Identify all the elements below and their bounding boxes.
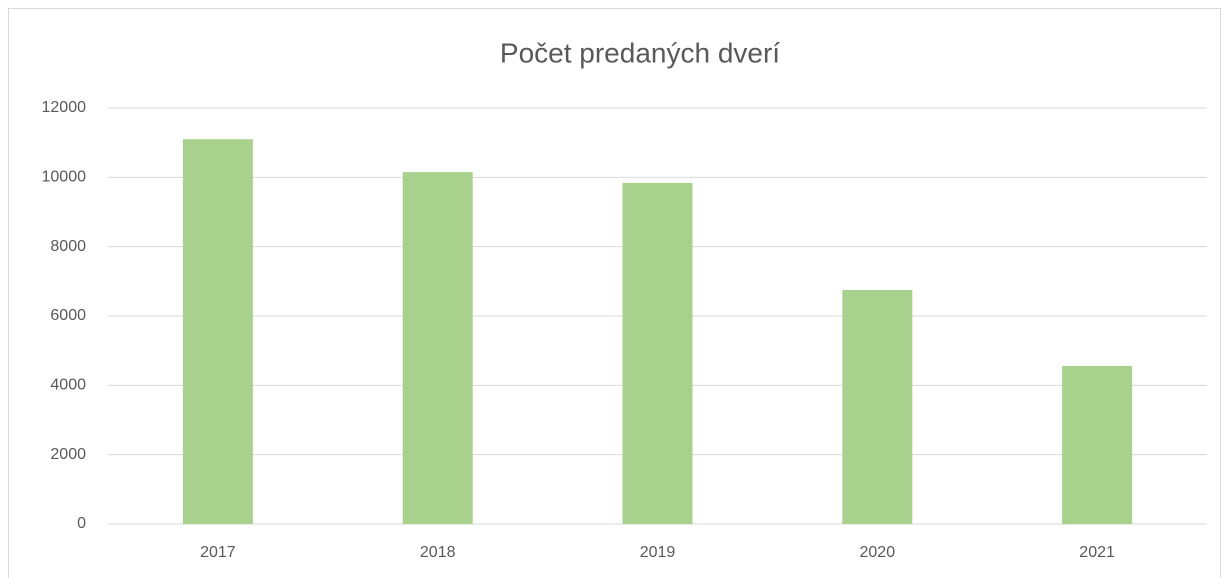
y-tick-label: 4000	[50, 377, 86, 394]
bar	[622, 182, 693, 524]
bar	[1062, 365, 1133, 524]
x-tick-label: 2017	[200, 544, 236, 561]
y-tick-label: 6000	[50, 307, 86, 324]
bar	[842, 290, 913, 524]
chart-title: Počet predaných dverí	[500, 37, 780, 68]
x-tick-label: 2018	[420, 544, 456, 561]
x-tick-label: 2020	[860, 544, 896, 561]
bar	[402, 172, 473, 524]
x-tick-label: 2019	[640, 544, 676, 561]
x-tick-label: 2021	[1079, 544, 1115, 561]
y-tick-label: 10000	[42, 169, 87, 186]
y-tick-label: 2000	[50, 446, 86, 463]
bar	[182, 139, 253, 524]
y-tick-label: 12000	[42, 99, 87, 116]
y-tick-label: 0	[77, 515, 86, 532]
y-tick-label: 8000	[50, 238, 86, 255]
